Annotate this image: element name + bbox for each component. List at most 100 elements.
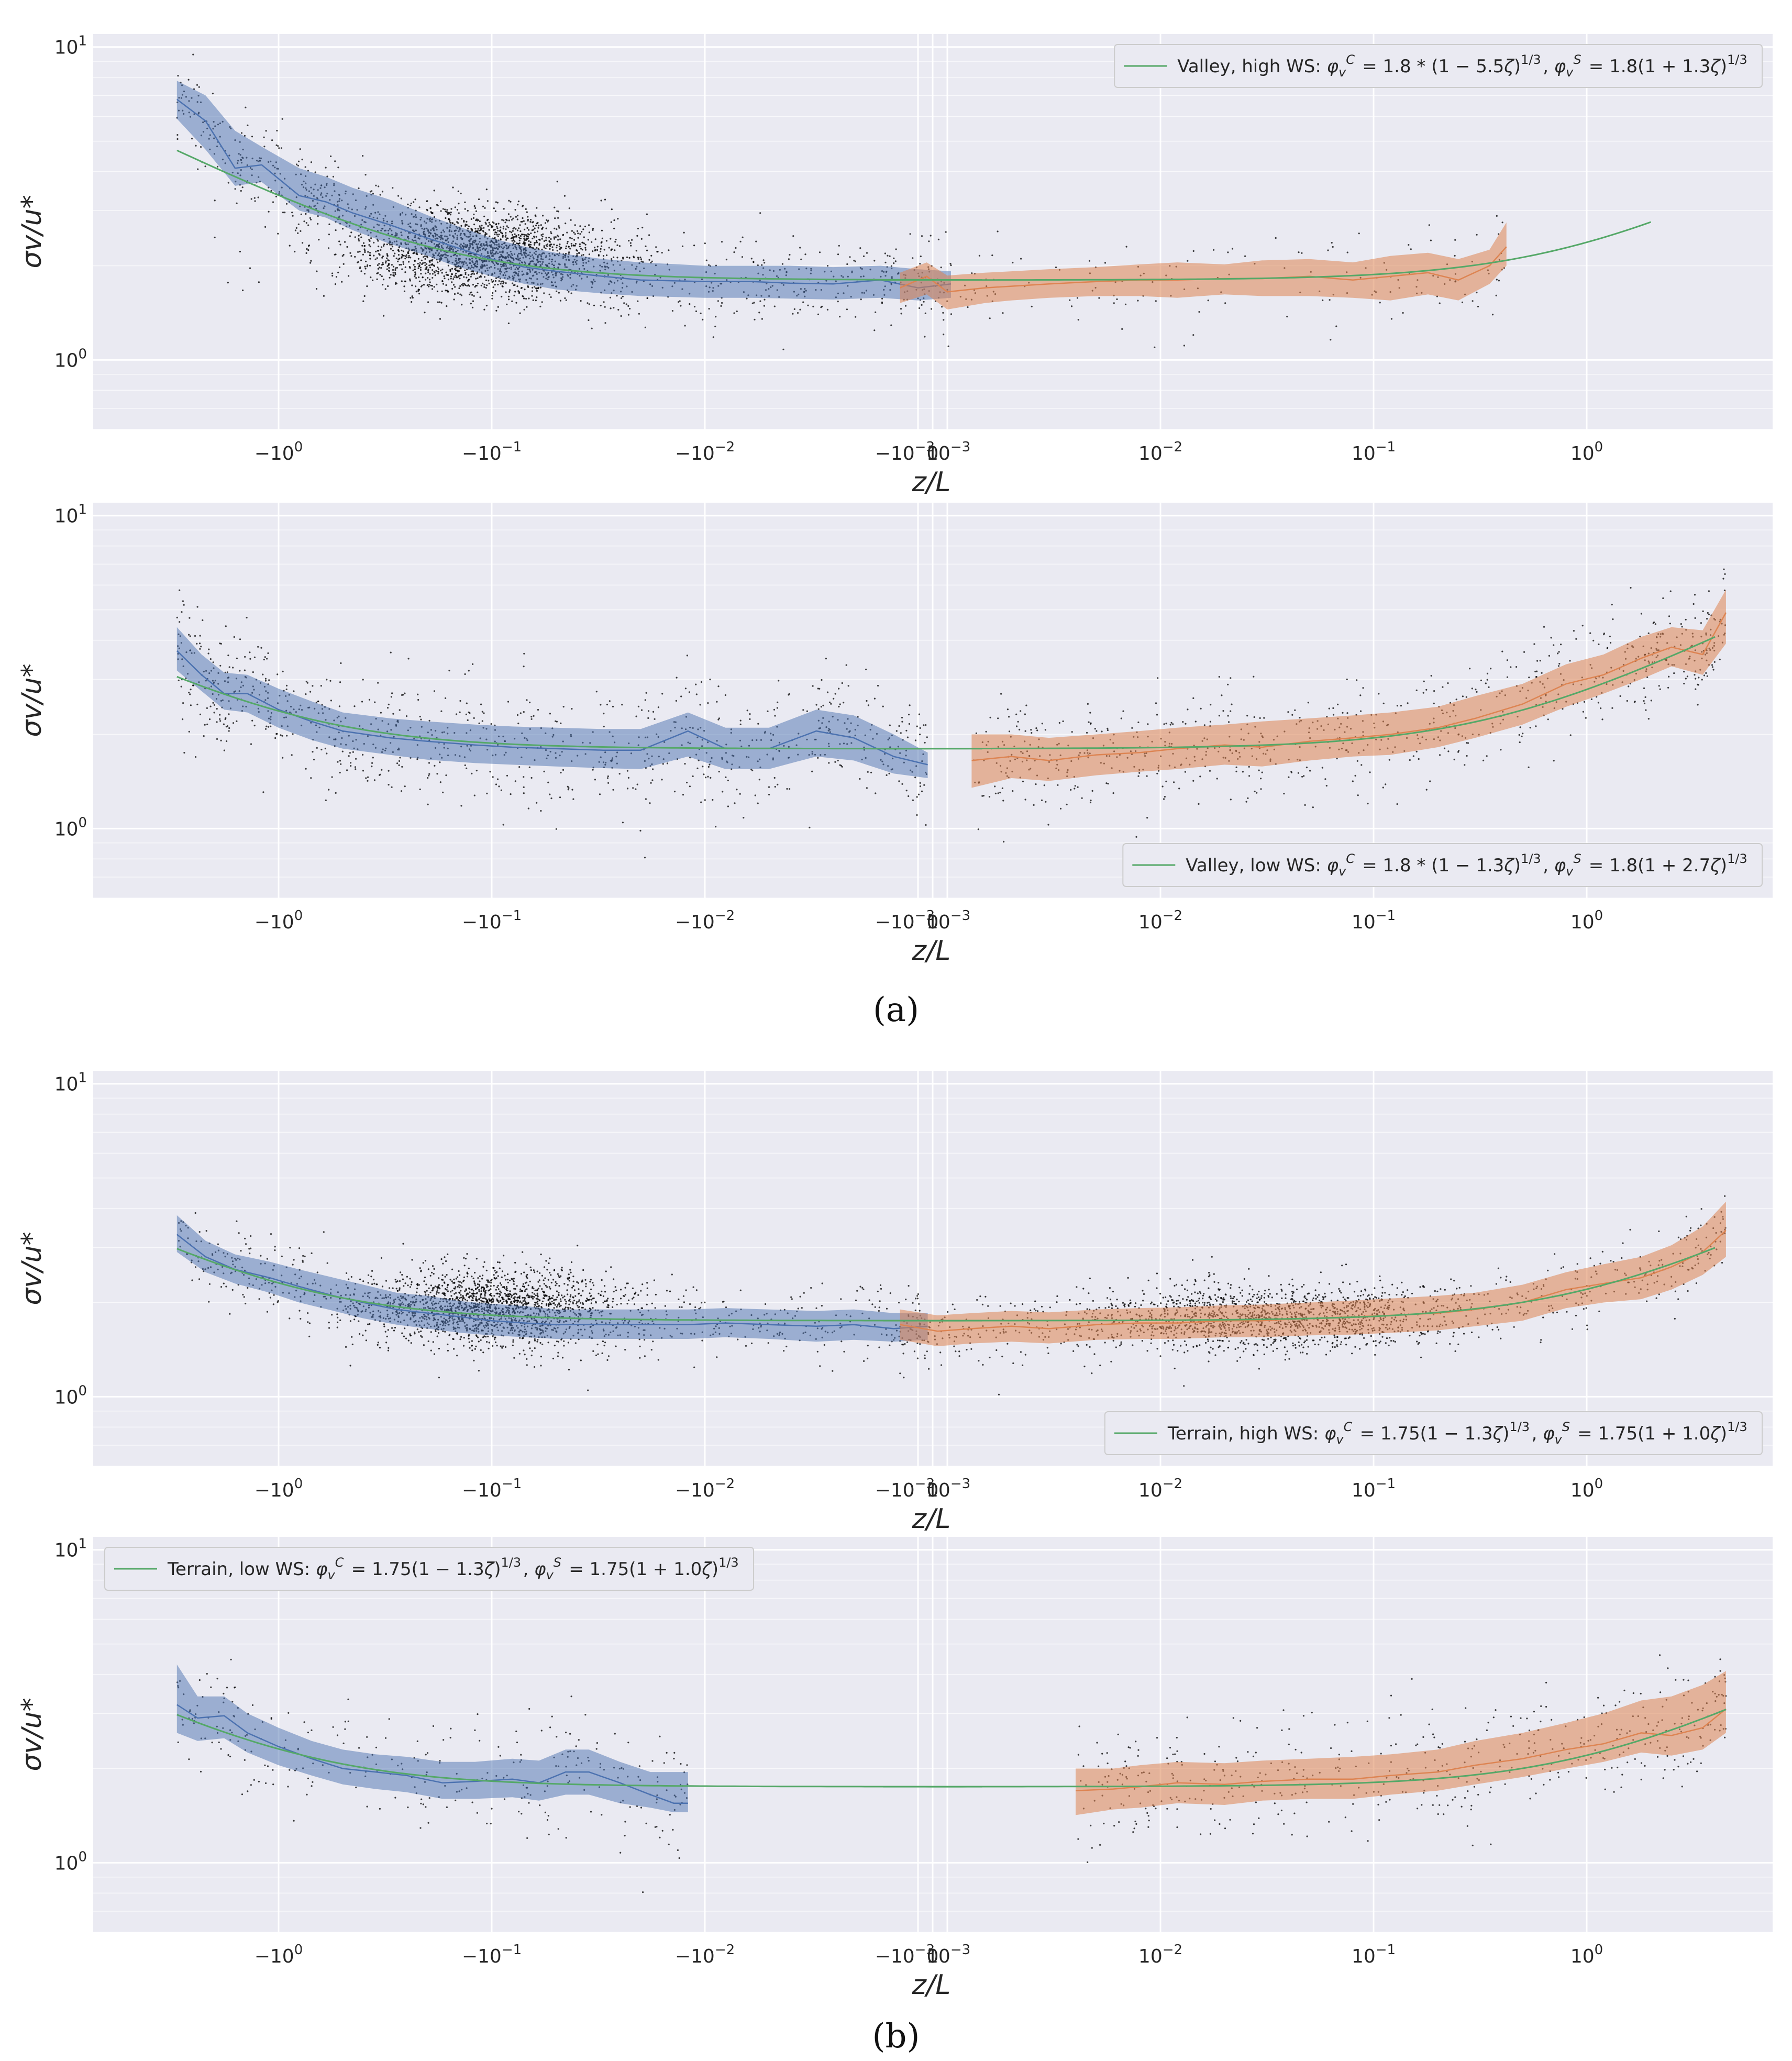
scatter-point xyxy=(534,243,536,246)
scatter-point xyxy=(919,1310,921,1312)
scatter-point xyxy=(1706,618,1708,620)
scatter-point xyxy=(581,254,583,257)
scatter-point xyxy=(526,699,528,701)
scatter-point xyxy=(1418,758,1420,760)
scatter-point xyxy=(437,272,439,275)
scatter-point xyxy=(414,271,416,273)
scatter-point xyxy=(495,201,497,203)
scatter-point xyxy=(187,79,190,81)
scatter-point xyxy=(506,303,508,305)
scatter-point xyxy=(464,284,467,286)
scatter-point xyxy=(523,220,525,222)
scatter-point xyxy=(373,779,376,781)
scatter-point xyxy=(251,136,253,138)
scatter-point xyxy=(394,269,396,271)
scatter-point xyxy=(286,735,288,737)
scatter-point xyxy=(822,704,824,706)
scatter-point xyxy=(853,260,855,262)
scatter-point xyxy=(180,685,182,688)
scatter-point xyxy=(524,228,526,230)
scatter-point xyxy=(196,606,198,608)
scatter-point xyxy=(543,245,545,247)
scatter-point xyxy=(1342,712,1344,714)
scatter-point xyxy=(289,1317,291,1320)
scatter-point xyxy=(913,1350,915,1353)
scatter-point xyxy=(1330,339,1332,341)
scatter-point xyxy=(451,222,454,224)
scatter-point xyxy=(866,787,868,789)
scatter-point xyxy=(565,299,567,301)
scatter-point xyxy=(425,267,427,269)
scatter-point xyxy=(736,789,738,791)
scatter-point xyxy=(483,712,485,714)
scatter-point xyxy=(898,725,900,727)
scatter-point xyxy=(426,263,428,265)
scatter-point xyxy=(362,155,364,157)
scatter-point xyxy=(539,286,541,289)
scatter-point xyxy=(223,749,225,751)
scatter-point xyxy=(1643,700,1645,702)
scatter-point xyxy=(364,250,366,252)
scatter-point xyxy=(317,700,319,702)
scatter-point xyxy=(612,789,614,791)
scatter-point xyxy=(746,297,748,300)
scatter-point xyxy=(620,315,622,317)
scatter-point xyxy=(350,765,352,767)
scatter-point xyxy=(859,778,861,780)
scatter-point xyxy=(1020,258,1022,260)
scatter-point xyxy=(331,275,334,277)
scatter-point xyxy=(529,219,532,221)
scatter-point xyxy=(540,810,542,812)
scatter-point xyxy=(492,221,494,223)
scatter-point xyxy=(1036,729,1038,732)
scatter-point xyxy=(402,250,405,252)
scatter-point xyxy=(540,224,542,226)
scatter-point xyxy=(478,198,480,201)
scatter-point xyxy=(1221,694,1223,696)
scatter-point xyxy=(305,252,307,254)
scatter-point xyxy=(603,713,605,715)
scatter-point xyxy=(1337,703,1339,705)
scatter-point xyxy=(236,202,238,204)
scatter-point xyxy=(1658,685,1660,687)
scatter-point xyxy=(1528,766,1530,768)
scatter-point xyxy=(753,261,755,263)
scatter-point xyxy=(226,671,228,673)
scatter-point xyxy=(267,652,269,655)
scatter-point xyxy=(402,261,404,263)
scatter-point xyxy=(280,734,282,736)
scatter-point xyxy=(228,727,230,729)
scatter-point xyxy=(644,1355,646,1357)
scatter-point xyxy=(838,705,840,708)
scatter-point xyxy=(466,220,468,223)
scatter-point xyxy=(817,708,820,710)
scatter-point xyxy=(651,779,654,781)
scatter-point xyxy=(516,285,518,287)
scatter-point xyxy=(483,276,486,278)
scatter-point xyxy=(412,297,414,299)
scatter-point xyxy=(645,798,647,800)
scatter-point xyxy=(310,161,313,163)
scatter-point xyxy=(534,242,536,244)
scatter-point xyxy=(372,279,374,282)
scatter-point xyxy=(1242,771,1244,773)
scatter-point xyxy=(1218,715,1220,717)
scatter-point xyxy=(395,257,397,260)
scatter-point xyxy=(826,691,829,693)
scatter-point xyxy=(325,167,327,169)
scatter-point xyxy=(464,225,467,227)
scatter-point xyxy=(390,651,392,653)
scatter-point xyxy=(574,233,576,235)
scatter-point xyxy=(488,229,490,231)
scatter-point xyxy=(364,251,366,253)
scatter-point xyxy=(1476,292,1478,294)
scatter-point xyxy=(410,257,412,259)
scatter-point xyxy=(478,722,480,724)
scatter-point xyxy=(550,238,552,240)
scatter-point xyxy=(496,778,499,780)
scatter-point xyxy=(414,274,416,276)
scatter-point xyxy=(228,730,230,732)
scatter-point xyxy=(573,239,576,241)
scatter-point xyxy=(873,697,876,700)
scatter-point xyxy=(244,669,246,671)
